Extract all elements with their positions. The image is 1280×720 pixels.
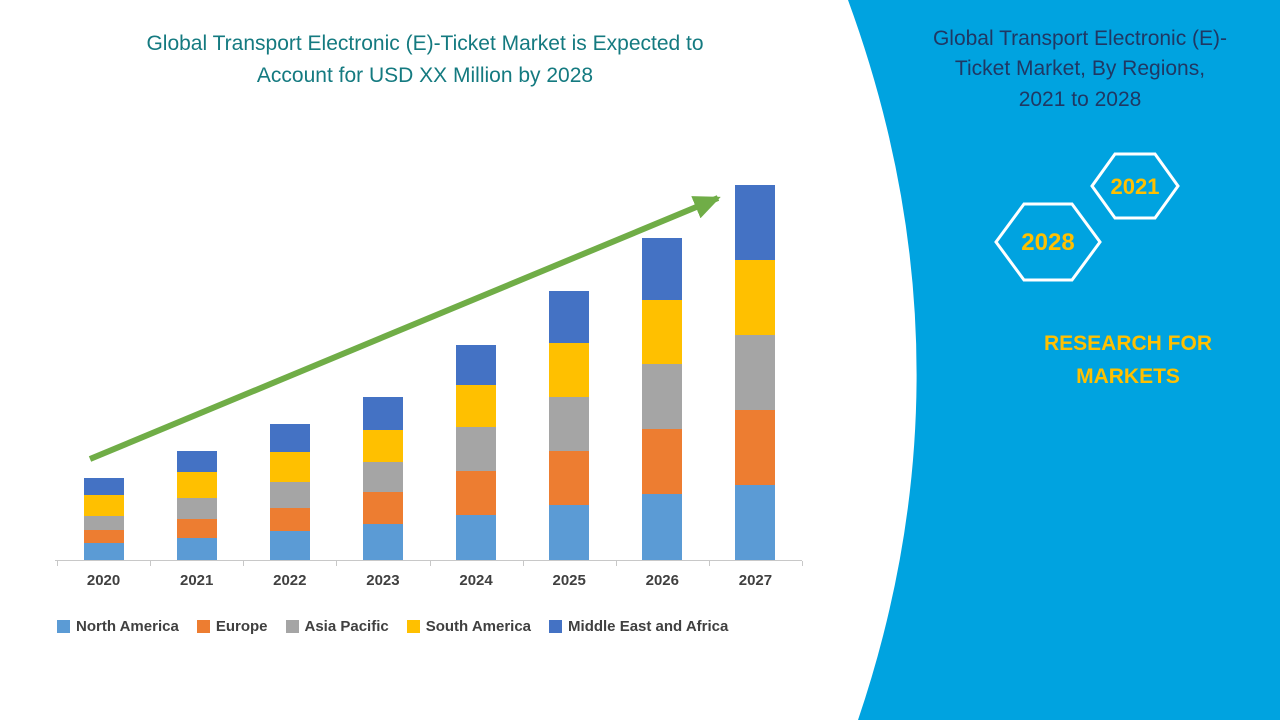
x-axis-tick <box>802 561 803 566</box>
x-axis-labels: 2020 2021 2022 2023 2024 2025 2026 2027 <box>57 572 802 589</box>
legend-swatch <box>285 620 299 633</box>
side-heading-line1: Global Transport Electronic (E)- <box>932 27 1228 50</box>
side-heading-line2: Ticket Market, By Regions, <box>954 57 1206 81</box>
legend-item: South America <box>406 618 532 635</box>
legend-item: Middle East and Africa <box>549 618 728 635</box>
brand-line1: RESEARCH FOR <box>1043 332 1212 355</box>
bar-stack <box>83 478 124 560</box>
x-axis-tick <box>429 561 431 566</box>
bar-segment <box>176 498 217 519</box>
chart-title: Global Transport Electronic (E)-Ticket M… <box>25 28 825 91</box>
legend-swatch <box>549 620 563 633</box>
x-axis-ticks <box>57 561 803 567</box>
x-axis-tick <box>336 561 338 566</box>
bar-segment <box>735 335 776 410</box>
side-panel-heading: Global Transport Electronic (E)- Ticket … <box>900 24 1260 115</box>
legend-label: North America <box>76 618 179 635</box>
bar-segment <box>83 478 124 495</box>
x-axis-label: 2024 <box>459 572 493 589</box>
brand-line2: MARKETS <box>1076 364 1180 388</box>
legend-item: North America <box>57 618 179 635</box>
legend-swatch <box>406 620 420 633</box>
chart-legend: North America Europe Asia Pacific South Ame… <box>57 618 837 635</box>
x-axis-label: 2026 <box>645 572 679 589</box>
chart-title-line1: Global Transport Electronic (E)-Ticket M… <box>146 32 704 55</box>
legend-item: Europe <box>196 618 268 635</box>
x-axis-tick <box>708 561 710 566</box>
bar-segment <box>83 543 124 560</box>
bar-segment <box>362 524 403 560</box>
bar-segment <box>735 185 776 260</box>
bar-segment <box>83 530 124 543</box>
x-axis-tick <box>615 561 617 566</box>
x-axis-line <box>55 560 802 561</box>
bar-segment <box>176 519 217 538</box>
bar-segment <box>176 538 217 560</box>
hexagon-2021-year: 2021 <box>1111 174 1160 199</box>
legend-label: South America <box>425 618 532 635</box>
x-axis-tick <box>150 561 152 566</box>
bar-segment <box>362 492 403 524</box>
bar-segment <box>269 482 310 508</box>
x-axis-label: 2021 <box>180 572 214 589</box>
legend-label: Europe <box>215 618 268 635</box>
x-axis-label: 2027 <box>738 572 773 589</box>
legend-swatch <box>57 620 70 633</box>
bar-segment <box>269 508 310 531</box>
bar-column-2020 <box>57 180 150 560</box>
legend-swatch <box>196 620 210 633</box>
legend-label: Asia Pacific <box>304 618 389 635</box>
bar-segment <box>735 410 776 485</box>
side-heading-line3: 2021 to 2028 <box>1018 87 1142 111</box>
x-axis-tick <box>57 561 58 566</box>
x-axis-label: 2023 <box>366 572 400 589</box>
legend-item: Asia Pacific <box>285 618 389 635</box>
bar-segment <box>735 485 776 560</box>
hexagon-badges: 2028 2021 <box>994 152 1180 282</box>
bar-segment <box>83 495 124 516</box>
legend-label: Middle East and Africa <box>568 618 729 635</box>
brand-text: RESEARCH FOR MARKETS <box>1018 328 1238 393</box>
bar-column-2027 <box>709 180 802 560</box>
x-axis-label: 2020 <box>86 572 121 589</box>
hexagon-2028-year: 2028 <box>1021 229 1074 256</box>
chart-panel: Global Transport Electronic (E)-Ticket M… <box>25 28 837 635</box>
x-axis-tick <box>522 561 524 566</box>
x-axis-label: 2022 <box>273 572 307 589</box>
bar-segment <box>456 471 497 515</box>
bar-segment <box>83 516 124 530</box>
bar-segment <box>269 531 310 560</box>
x-axis-label: 2025 <box>552 572 586 589</box>
bar-segment <box>456 515 497 560</box>
bar-segment <box>176 472 217 498</box>
bar-segment <box>362 462 403 492</box>
bar-stack <box>735 185 776 560</box>
hexagon-2028-icon <box>994 202 1102 282</box>
chart-title-line2: Account for USD XX Million by 2028 <box>256 63 594 87</box>
x-axis-tick <box>243 561 245 566</box>
bar-segment <box>642 494 683 560</box>
bar-segment <box>735 260 776 335</box>
hexagon-2021-icon <box>1090 152 1180 220</box>
bar-segment <box>549 505 590 560</box>
